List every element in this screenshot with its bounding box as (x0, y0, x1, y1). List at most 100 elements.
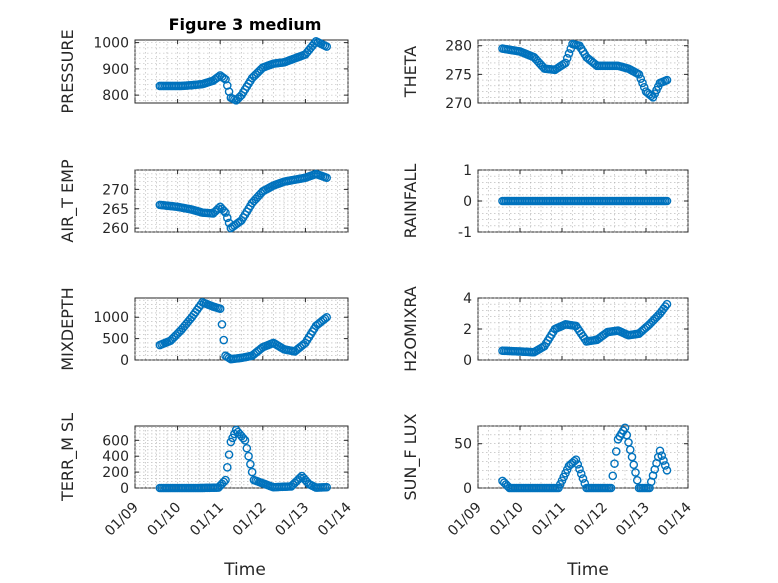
y-tick-label: 500 (102, 332, 129, 348)
data-point (634, 70, 644, 79)
x-tick-label: 01/12 (571, 500, 611, 540)
data-series (155, 425, 332, 493)
subplot-5: 0 500 1000 MIXDEPTH (58, 287, 349, 371)
y-tick-label: 200 (102, 465, 129, 481)
data-point (217, 320, 227, 329)
data-point (578, 474, 588, 483)
data-point (562, 53, 572, 63)
data-point (608, 471, 618, 481)
subplot-4: -1 0 1 RAINFALL (401, 163, 689, 241)
x-tick-label: 01/14 (655, 499, 695, 539)
x-tick-label: 01/13 (272, 500, 312, 540)
data-point (662, 196, 672, 206)
x-axis-label-left: Time (223, 560, 266, 580)
data-point (660, 302, 670, 311)
data-point (322, 312, 332, 322)
y-tick-label: 280 (445, 39, 472, 55)
x-tick-label: 01/11 (529, 500, 569, 540)
data-point (214, 204, 223, 213)
y-axis-label: SUN_F LUX (401, 414, 421, 501)
data-point (627, 452, 637, 462)
y-tick-label: 400 (102, 449, 129, 465)
data-point (214, 72, 223, 82)
axes-background (134, 425, 349, 489)
y-tick-label: 0 (463, 481, 472, 497)
data-point (662, 299, 672, 309)
data-point (659, 456, 668, 465)
data-point (295, 473, 305, 483)
data-series (155, 37, 332, 105)
y-tick-label: 265 (102, 202, 129, 218)
y-tick-label: 900 (102, 62, 129, 78)
y-tick-label: 275 (445, 67, 472, 83)
data-point (629, 460, 639, 470)
x-tick-label: 01/10 (145, 500, 185, 540)
data-point (320, 314, 330, 323)
data-point (221, 208, 230, 217)
data-point (662, 465, 672, 475)
y-axis-label: THETA (401, 46, 420, 98)
data-series (155, 297, 332, 364)
y-axis-label: AIR_T EMP (58, 159, 78, 243)
data-point (219, 477, 229, 487)
y-tick-label: 1 (463, 163, 472, 179)
data-point (575, 464, 584, 474)
y-tick-label: 270 (102, 182, 129, 198)
data-series (498, 196, 672, 206)
data-point (242, 443, 252, 453)
x-axis-label-right: Time (566, 560, 609, 580)
data-point (611, 447, 621, 456)
y-tick-label: 1000 (93, 310, 129, 326)
data-point (561, 58, 570, 68)
data-point (219, 335, 229, 345)
x-tick-label: 01/14 (315, 499, 355, 539)
data-point (657, 451, 667, 460)
data-point (221, 475, 230, 485)
subplot-2: 270 275 280 THETA (401, 39, 689, 112)
data-point (632, 475, 642, 485)
subplot-1: 800 900 1000 PRESSURE (58, 29, 349, 114)
data-point (224, 450, 234, 459)
y-tick-label: 0 (120, 353, 129, 369)
y-axis-label: H2OMIXRA (401, 286, 420, 372)
y-tick-label: 1000 (93, 36, 129, 52)
data-series (498, 299, 672, 357)
data-series (498, 423, 672, 493)
y-tick-label: 4 (463, 291, 472, 307)
data-point (662, 75, 672, 85)
data-point (222, 463, 232, 472)
axes-background (134, 297, 349, 361)
y-tick-label: 50 (454, 437, 472, 453)
data-point (573, 460, 583, 469)
y-axis-label: RAINFALL (401, 164, 420, 239)
y-tick-label: 260 (102, 221, 129, 237)
data-point (238, 433, 248, 443)
data-point (246, 459, 255, 469)
x-tick-label: 01/11 (187, 500, 227, 540)
data-point (215, 304, 225, 313)
y-tick-label: 800 (102, 88, 129, 104)
y-axis-label: TERR_M SL (58, 413, 78, 502)
data-point (226, 437, 236, 447)
y-tick-label: 0 (120, 481, 129, 497)
x-tick-label: 01/09 (102, 500, 142, 540)
data-point (322, 173, 332, 183)
y-axis-label: MIXDEPTH (58, 287, 77, 370)
data-point (638, 78, 647, 88)
data-point (322, 42, 332, 51)
data-series (498, 39, 672, 102)
subplot-6: 0 2 4 H2OMIXRA (401, 286, 689, 372)
y-tick-label: 0 (463, 353, 472, 369)
data-point (222, 213, 232, 223)
x-tick-label: 01/13 (613, 500, 653, 540)
y-axis-label: PRESSURE (58, 29, 77, 113)
data-point (228, 433, 237, 443)
data-point (247, 467, 257, 477)
x-tick-label: 01/12 (230, 500, 270, 540)
data-point (240, 436, 250, 445)
figure-title: Figure 3 medium (169, 15, 322, 34)
y-tick-label: -1 (458, 225, 472, 241)
